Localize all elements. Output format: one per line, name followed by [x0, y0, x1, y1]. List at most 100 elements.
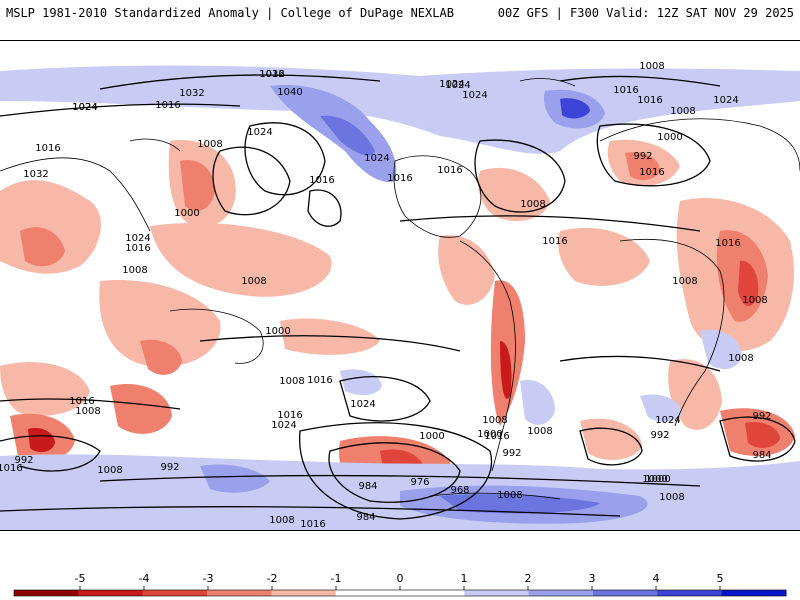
isobar-label: 1008: [197, 139, 222, 150]
colorbar-tick-label: -3: [203, 572, 214, 585]
isobar-label: 1008: [659, 492, 684, 503]
isobar-label: 1016: [542, 236, 567, 247]
anomaly-region: [500, 341, 512, 399]
isobar-label: 1024: [364, 153, 389, 164]
colorbar-tick-label: 1: [461, 572, 468, 585]
isobar-label: 1016: [259, 69, 284, 80]
isobar-label: 992: [752, 411, 771, 422]
isobar-label: 1008: [279, 376, 304, 387]
isobar: [596, 123, 711, 187]
isobar-label: 1008: [122, 265, 147, 276]
isobar-label: 984: [358, 481, 377, 492]
isobar-label: 1024: [462, 90, 487, 101]
anomaly-region: [580, 418, 642, 461]
colorbar-tick-label: 4: [653, 572, 660, 585]
anomaly-region: [180, 160, 215, 211]
colorbar-tick-label: -4: [139, 572, 150, 585]
isobar: [559, 355, 721, 372]
isobar-label: 1016: [307, 375, 332, 386]
isobar: [199, 335, 461, 352]
anomaly-region: [200, 464, 270, 493]
isobar-label: 1008: [670, 106, 695, 117]
isobar: [0, 506, 621, 517]
anomaly-region: [270, 85, 397, 182]
isobar-label: 984: [752, 450, 771, 461]
isobar: [212, 146, 291, 216]
anomaly-colorbar: -5 -4 -3 -2 -1 0 1 2 3 4 5: [13, 572, 787, 597]
isobar-label: 1024: [72, 102, 97, 113]
isobar-label: 1016: [637, 95, 662, 106]
isobar-label: 1016: [484, 431, 509, 442]
colorbar-segment: [142, 590, 208, 596]
anomaly-region: [745, 422, 780, 448]
anomaly-region: [438, 235, 495, 305]
isobar-label: 976: [410, 477, 429, 488]
isobar-label: 1000: [642, 474, 667, 485]
isobar-label: 1024: [72, 102, 97, 113]
isobar-label: 1024: [350, 399, 375, 410]
anomaly-map: 1032 1024 1016 1016 1032 1024 1008 1016 1000 1024…: [0, 40, 800, 531]
isobar-label: 992: [160, 462, 179, 473]
anomaly-region: [738, 260, 759, 307]
coastline: [393, 155, 482, 238]
colorbar-segment: [400, 590, 465, 596]
isobar-label: 1008: [97, 465, 122, 476]
isobar: [579, 427, 643, 466]
negative-anomaly-layer: [0, 139, 795, 500]
anomaly-region: [99, 280, 221, 367]
isobar-label: 1000: [477, 429, 502, 440]
isobar-layer: [0, 74, 796, 520]
isobar-label: 1032: [179, 88, 204, 99]
isobar-label: 1008: [520, 199, 545, 210]
isobar-label: 1008: [672, 276, 697, 287]
isobar-label: 1008: [639, 61, 664, 72]
anomaly-region: [110, 384, 172, 434]
colorbar-segment: [271, 590, 337, 596]
anomaly-region: [0, 65, 800, 154]
model-valid-time: 00Z GFS | F300 Valid: 12Z SAT NOV 29 202…: [497, 6, 794, 20]
colorbar-tick-label: -5: [75, 572, 86, 585]
isobar-label: 1016: [69, 396, 94, 407]
anomaly-region: [520, 380, 555, 425]
anomaly-region: [20, 227, 65, 267]
isobar: [0, 435, 101, 472]
isobar: [399, 215, 701, 232]
positive-anomaly-layer: [0, 65, 800, 530]
anomaly-region: [28, 427, 55, 453]
isobar-label: 1024: [439, 79, 464, 90]
anomaly-region: [558, 227, 650, 286]
isobar-label: 1008: [269, 515, 294, 526]
isobar: [474, 139, 566, 213]
isobar-label: 1000: [419, 431, 444, 442]
isobar: [99, 474, 701, 487]
colorbar-tick-label: 0: [397, 572, 404, 585]
isobar-label: 968: [450, 485, 469, 496]
anomaly-region: [340, 369, 382, 396]
coastline: [459, 240, 516, 472]
colorbar-tick-label: -1: [331, 572, 342, 585]
isobar: [0, 103, 241, 117]
isobar-label: 984: [356, 512, 375, 523]
isobar-label: 1016: [387, 173, 412, 184]
isobar-label: 1016: [613, 85, 638, 96]
isobar-label: 1024: [247, 127, 272, 138]
isobar-label: 1008: [497, 490, 522, 501]
isobar-label: 1016: [277, 410, 302, 421]
isobar-label: 1016: [639, 167, 664, 178]
isobar-label: 1024: [445, 80, 470, 91]
isobar-label: 1008: [728, 353, 753, 364]
isobar-label: 1000: [265, 326, 290, 337]
isobar-label: 1024: [125, 233, 150, 244]
isobar-label: 1008: [241, 276, 266, 287]
isobar-label: 1024: [271, 420, 296, 431]
isobar: [0, 398, 181, 410]
anomaly-region: [320, 115, 375, 156]
anomaly-region: [150, 222, 332, 297]
colorbar-segment: [14, 590, 79, 596]
isobar-label: 1024: [655, 415, 680, 426]
isobar: [299, 422, 493, 520]
isobar-label: 1024: [713, 95, 738, 106]
isobar-label: 1016: [35, 143, 60, 154]
isobar: [559, 75, 721, 87]
anomaly-region: [478, 167, 550, 221]
